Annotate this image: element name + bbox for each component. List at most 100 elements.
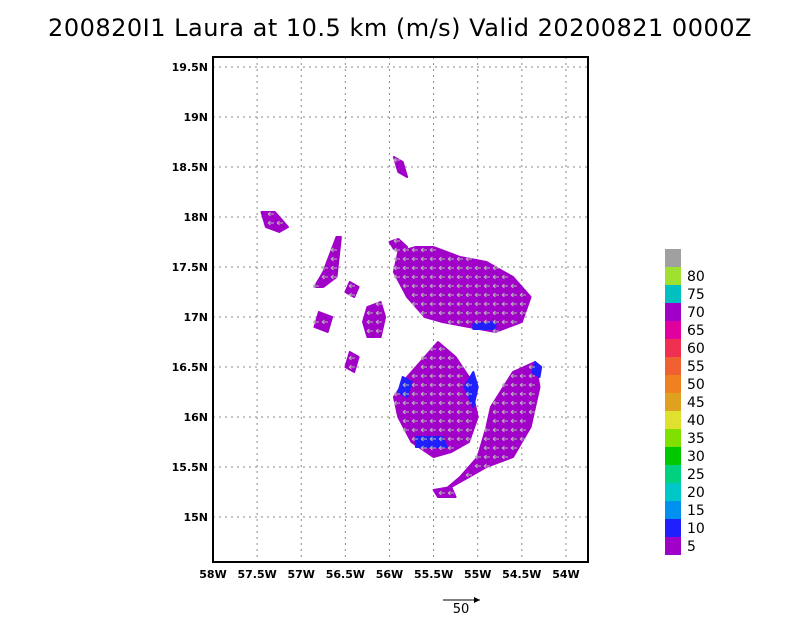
- wind-arrow: [483, 301, 490, 307]
- chart-title: 200820I1 Laura at 10.5 km (m/s) Valid 20…: [48, 14, 752, 42]
- colorbar-label: 50: [687, 377, 705, 393]
- wind-arrow: [411, 265, 418, 271]
- wind-arrow: [519, 391, 526, 397]
- colorbar-segment: [665, 249, 681, 267]
- wind-arrow: [474, 301, 481, 307]
- x-ticks: 58W 57.5W 57W 56.5W 56W 55.5W 55W 54.5W 54W: [199, 568, 579, 581]
- wind-arrow: [330, 247, 337, 253]
- wind-arrow: [456, 382, 463, 388]
- wind-arrow: [402, 247, 409, 253]
- wind-arrow: [447, 310, 454, 316]
- grid: [213, 57, 588, 562]
- wind-arrow: [393, 256, 400, 262]
- wind-arrow: [447, 373, 454, 379]
- wind-arrow: [501, 292, 508, 298]
- wind-region-west-small-3: [344, 351, 360, 373]
- wind-arrow: [438, 490, 445, 496]
- wind-arrow: [483, 283, 490, 289]
- wind-arrow: [447, 301, 454, 307]
- wind-arrow: [429, 301, 436, 307]
- colorbar-label: 70: [687, 305, 705, 321]
- fast-region-east-south-top: [531, 361, 543, 378]
- wind-arrow: [465, 319, 472, 325]
- reference-vector: 50: [443, 597, 480, 617]
- wind-arrow: [438, 364, 445, 370]
- wind-arrow: [501, 409, 508, 415]
- wind-arrow: [366, 310, 373, 316]
- wind-arrow: [438, 265, 445, 271]
- colorbar-label: 60: [687, 341, 705, 357]
- wind-arrow: [465, 256, 472, 262]
- wind-region-west-mid: [362, 301, 387, 338]
- wind-arrow: [465, 409, 472, 415]
- wind-arrow: [420, 310, 427, 316]
- wind-region-central-north: [392, 246, 532, 333]
- wind-arrow: [528, 373, 535, 379]
- wind-arrow: [501, 445, 508, 451]
- wind-arrow: [420, 283, 427, 289]
- wind-arrow: [510, 409, 517, 415]
- colorbar-segment: [665, 339, 681, 357]
- colorbar-label: 25: [687, 467, 705, 483]
- wind-arrow: [429, 283, 436, 289]
- wind-arrow: [429, 436, 436, 442]
- wind-arrow: [420, 418, 427, 424]
- colorbar-label: 35: [687, 431, 705, 447]
- fast-region-central-south-east-edge: [463, 371, 479, 408]
- wind-arrow: [375, 319, 382, 325]
- colorbar-segment: [665, 267, 681, 285]
- wind-arrow: [510, 319, 517, 325]
- wind-arrow: [510, 283, 517, 289]
- wind-arrow: [420, 445, 427, 451]
- wind-arrow: [393, 265, 400, 271]
- wind-arrow: [438, 346, 445, 352]
- wind-arrow: [474, 310, 481, 316]
- wind-arrow: [510, 418, 517, 424]
- wind-arrow: [483, 436, 490, 442]
- wind-arrow: [492, 328, 499, 334]
- wind-arrow: [456, 364, 463, 370]
- wind-arrow: [474, 292, 481, 298]
- wind-region-west-north: [313, 236, 342, 288]
- y-tick-label: 16.5N: [172, 361, 208, 374]
- wind-arrow: [402, 409, 409, 415]
- y-tick-label: 17N: [183, 311, 208, 324]
- colorbar-segment: [665, 357, 681, 375]
- wind-arrow: [456, 427, 463, 433]
- wind-arrow: [492, 418, 499, 424]
- wind-arrow: [501, 436, 508, 442]
- wind-arrow: [402, 256, 409, 262]
- wind-arrow: [447, 265, 454, 271]
- wind-arrow: [402, 265, 409, 271]
- wind-arrow: [330, 256, 337, 262]
- wind-arrow: [411, 400, 418, 406]
- wind-arrow: [519, 292, 526, 298]
- wind-arrow: [465, 274, 472, 280]
- wind-arrow: [465, 283, 472, 289]
- wind-arrow: [456, 436, 463, 442]
- wind-arrow: [456, 373, 463, 379]
- wind-arrow: [429, 427, 436, 433]
- wind-arrow: [420, 301, 427, 307]
- wind-arrow: [447, 436, 454, 442]
- wind-arrow: [420, 400, 427, 406]
- wind-arrow: [492, 319, 499, 325]
- wind-arrow: [420, 409, 427, 415]
- wind-arrow: [438, 373, 445, 379]
- wind-arrow: [510, 382, 517, 388]
- wind-arrow: [348, 355, 355, 361]
- wind-arrow: [501, 283, 508, 289]
- wind-arrow: [420, 373, 427, 379]
- wind-arrow: [447, 292, 454, 298]
- wind-arrow: [447, 382, 454, 388]
- y-ticks: 15N 15.5N 16N 16.5N 17N 17.5N 18N 18.5N 19N 19.5N: [172, 61, 208, 524]
- wind-arrow: [456, 301, 463, 307]
- wind-arrow: [411, 301, 418, 307]
- wind-arrow: [429, 265, 436, 271]
- wind-arrow: [438, 355, 445, 361]
- wind-arrow: [438, 382, 445, 388]
- wind-arrow: [519, 436, 526, 442]
- wind-arrow: [375, 328, 382, 334]
- wind-region-far-west: [260, 211, 289, 233]
